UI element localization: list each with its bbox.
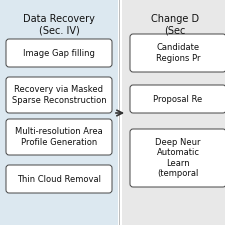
- FancyBboxPatch shape: [0, 0, 118, 225]
- Text: Change D
(Sec: Change D (Sec: [151, 14, 199, 36]
- FancyBboxPatch shape: [130, 34, 225, 72]
- Text: Thin Cloud Removal: Thin Cloud Removal: [17, 175, 101, 184]
- FancyBboxPatch shape: [6, 119, 112, 155]
- FancyBboxPatch shape: [122, 0, 225, 225]
- FancyBboxPatch shape: [130, 85, 225, 113]
- FancyBboxPatch shape: [6, 77, 112, 113]
- Text: Candidate
Regions Pr: Candidate Regions Pr: [156, 43, 200, 63]
- FancyBboxPatch shape: [6, 165, 112, 193]
- Text: Image Gap filling: Image Gap filling: [23, 49, 95, 58]
- Text: Data Recovery
(Sec. IV): Data Recovery (Sec. IV): [23, 14, 95, 36]
- Text: Proposal Re: Proposal Re: [153, 94, 203, 104]
- FancyBboxPatch shape: [130, 129, 225, 187]
- Text: Recovery via Masked
Sparse Reconstruction: Recovery via Masked Sparse Reconstructio…: [12, 85, 106, 105]
- Text: Multi-resolution Area
Profile Generation: Multi-resolution Area Profile Generation: [15, 127, 103, 147]
- Text: Deep Neur
Automatic
Learn
(temporal: Deep Neur Automatic Learn (temporal: [155, 138, 201, 178]
- FancyBboxPatch shape: [6, 39, 112, 67]
